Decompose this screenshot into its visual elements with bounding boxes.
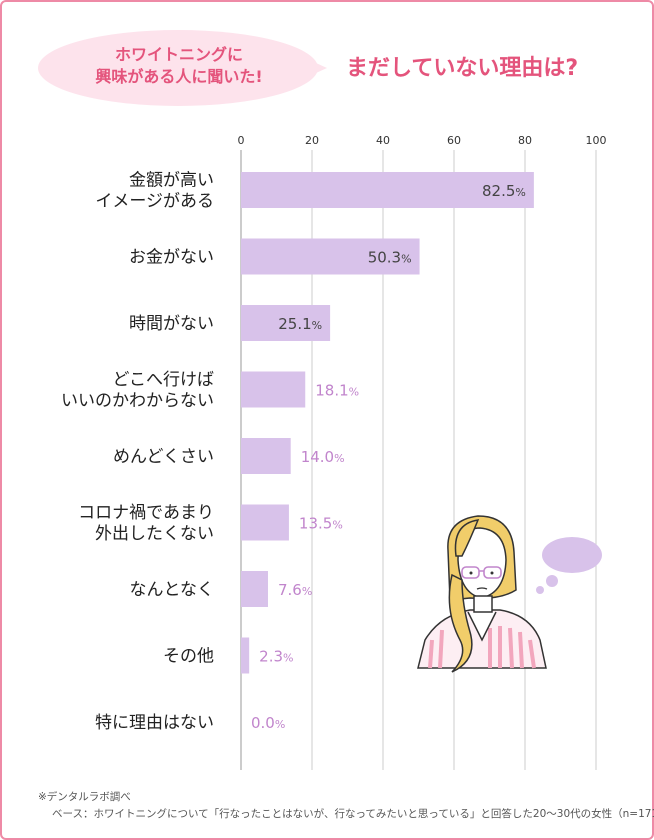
data-label-unit: % (515, 186, 525, 199)
data-label: 82.5% (482, 182, 526, 200)
x-tick-label: 40 (376, 134, 390, 147)
data-label: 50.3% (368, 249, 412, 267)
data-label-value: 82.5 (482, 182, 515, 200)
category-label: その他 (163, 647, 214, 667)
data-label-value: 0.0 (251, 714, 275, 732)
category-label-line: コロナ禍であまり (78, 503, 214, 523)
bar (241, 637, 250, 674)
x-tick-label: 0 (238, 134, 245, 147)
x-tick-label: 100 (586, 134, 607, 147)
bar (241, 305, 331, 341)
category-label: 特に理由はない (95, 713, 214, 733)
bar (241, 172, 534, 208)
collar (467, 611, 497, 642)
data-label-value: 50.3 (368, 249, 401, 267)
data-label: 25.1% (278, 315, 322, 333)
category-label-line: その他 (163, 647, 214, 667)
bar (241, 504, 289, 541)
neck (473, 595, 493, 613)
category-label: 時間がない (129, 314, 214, 334)
speech-bubble-tail (305, 58, 327, 78)
data-label-value: 13.5 (299, 515, 332, 533)
data-label-value: 18.1 (315, 382, 348, 400)
mouth (476, 587, 488, 590)
data-label-unit: % (332, 519, 342, 532)
data-label: 13.5% (299, 515, 343, 533)
x-tick-label: 60 (447, 134, 461, 147)
category-label-line: いいのかわからない (61, 391, 214, 411)
bar (241, 571, 268, 607)
thought-bubble-small (536, 586, 544, 594)
data-label-unit: % (334, 452, 344, 465)
data-label-unit: % (275, 718, 285, 731)
footnote-source: ※デンタルラボ調べ (38, 791, 131, 803)
data-label-value: 2.3 (259, 648, 283, 666)
category-label: めんどくさい (113, 447, 214, 467)
category-label: どこへ行けばいいのかわからない (61, 370, 214, 411)
labels: 0 20 40 60 80 100 金額が高いイメージがある 82.5% お金がない 50.3% 時… (61, 134, 607, 733)
data-label: 18.1% (315, 382, 359, 400)
category-label-line: お金がない (129, 248, 214, 268)
data-label-unit: % (401, 253, 411, 266)
category-label: お金がない (129, 248, 214, 268)
data-label-value: 25.1 (278, 315, 311, 333)
speech-bubble-text: ホワイトニングに 興味がある人に聞いた! (55, 44, 303, 88)
category-label: なんとなく (130, 580, 215, 600)
speech-bubble (38, 30, 318, 106)
category-label-line: 時間がない (129, 314, 214, 334)
glasses-right (483, 566, 502, 579)
data-label: 0.0% (251, 714, 285, 732)
data-label-value: 7.6 (278, 581, 302, 599)
category-label-line: 外出したくない (95, 524, 214, 544)
thought-bubble-large (542, 537, 602, 573)
category-label-line: 金額が高い (129, 171, 214, 191)
category-label-line: どこへ行けば (113, 370, 215, 390)
data-label-unit: % (283, 652, 293, 665)
footnote: ※デンタルラボ調べ ベース：ホワイトニングについて「行なったことはないが、行なっ… (38, 789, 654, 823)
footnote-base: ベース：ホワイトニングについて「行なったことはないが、行なってみたいと思っている… (52, 808, 654, 820)
data-label-unit: % (302, 585, 312, 598)
bar (241, 238, 420, 275)
data-label-value: 14.0 (301, 448, 334, 466)
data-label: 14.0% (301, 448, 345, 466)
bubble-line-2: 興味がある人に聞いた! (95, 67, 263, 86)
category-label-line: なんとなく (130, 580, 215, 600)
data-label: 7.6% (278, 581, 312, 599)
category-label-line: 特に理由はない (95, 713, 214, 733)
ponytail (448, 573, 473, 673)
data-label: 2.3% (259, 648, 293, 666)
bubble-line-1: ホワイトニングに (114, 45, 243, 64)
woman-illustration (417, 515, 602, 673)
x-tick-label: 20 (305, 134, 319, 147)
shirt-stripes (428, 626, 536, 669)
bar (241, 438, 291, 474)
data-label-unit: % (349, 386, 359, 399)
category-label-line: イメージがある (95, 192, 214, 212)
x-tick-label: 80 (518, 134, 532, 147)
bars (241, 172, 534, 674)
chart-title: まだしていない理由は? (346, 56, 579, 81)
category-label: 金額が高いイメージがある (95, 171, 214, 212)
category-label: コロナ禍であまり外出したくない (78, 503, 214, 544)
data-label-unit: % (312, 319, 322, 332)
bar (241, 371, 306, 408)
glasses-left (461, 566, 480, 579)
hair-bangs (454, 519, 480, 557)
category-label-line: めんどくさい (113, 447, 214, 467)
thought-bubble-medium (546, 575, 558, 587)
